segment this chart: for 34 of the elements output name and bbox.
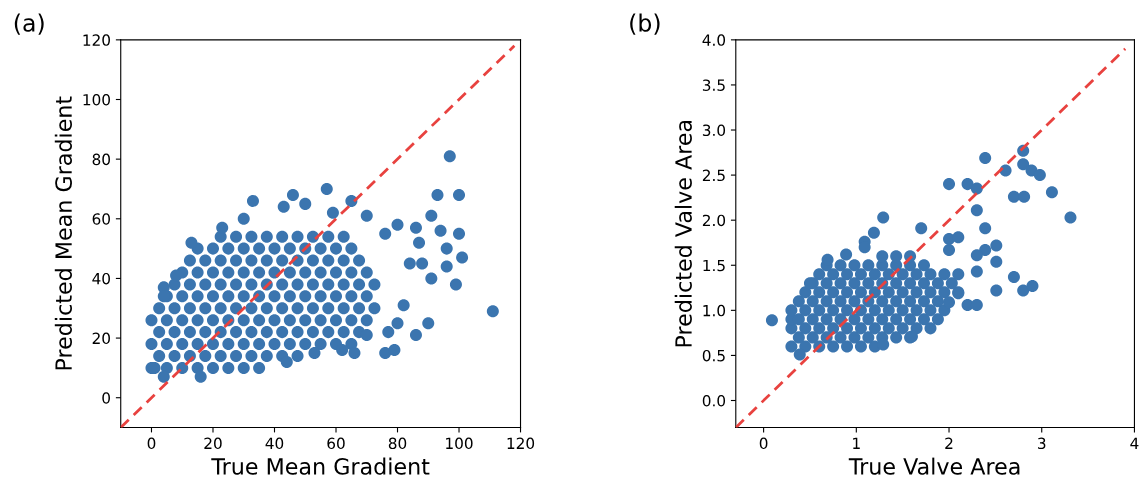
x-tick-label: 80 <box>388 437 407 450</box>
y-axis-title: Predicted Valve Area <box>674 120 692 347</box>
y-tick-label: 1.5 <box>703 259 725 272</box>
x-tick-label: 0 <box>759 437 768 450</box>
x-tick-label: 60 <box>327 437 345 450</box>
chart-title: (b) <box>630 13 660 35</box>
y-tick-label: 40 <box>92 272 110 285</box>
x-tick-label: 2 <box>945 437 953 449</box>
x-axis-title: True Mean Gradient <box>211 457 430 475</box>
y-tick-label: 0.0 <box>702 394 726 407</box>
y-tick-label: 0 <box>102 392 110 404</box>
chart-title: (a) <box>14 13 44 35</box>
y-tick-label: 80 <box>92 153 110 166</box>
x-axis-title: True Valve Area <box>848 457 1020 475</box>
y-tick-label: 3.5 <box>702 79 725 91</box>
y-tick-label: 100 <box>83 93 110 106</box>
y-tick-label: 1.0 <box>703 304 726 317</box>
y-axis-title: Predicted Mean Gradient <box>54 96 72 370</box>
y-tick-label: 2.0 <box>702 214 726 227</box>
x-tick-label: 1 <box>853 437 860 449</box>
y-tick-label: 2.5 <box>702 169 725 182</box>
x-tick-label: 100 <box>446 437 473 450</box>
x-tick-label: 4 <box>1130 437 1139 449</box>
x-tick-label: 120 <box>507 437 535 450</box>
y-tick-label: 120 <box>83 34 110 46</box>
y-tick-label: 60 <box>92 213 110 225</box>
y-tick-label: 3.0 <box>702 124 726 137</box>
y-tick-label: 0.5 <box>702 349 725 362</box>
y-tick-label: 4.0 <box>702 34 726 46</box>
x-tick-label: 40 <box>265 437 284 450</box>
x-tick-label: 3 <box>1038 437 1046 450</box>
y-tick-label: 20 <box>92 332 110 345</box>
x-tick-label: 20 <box>204 437 222 450</box>
x-tick-label: 0 <box>147 437 156 450</box>
